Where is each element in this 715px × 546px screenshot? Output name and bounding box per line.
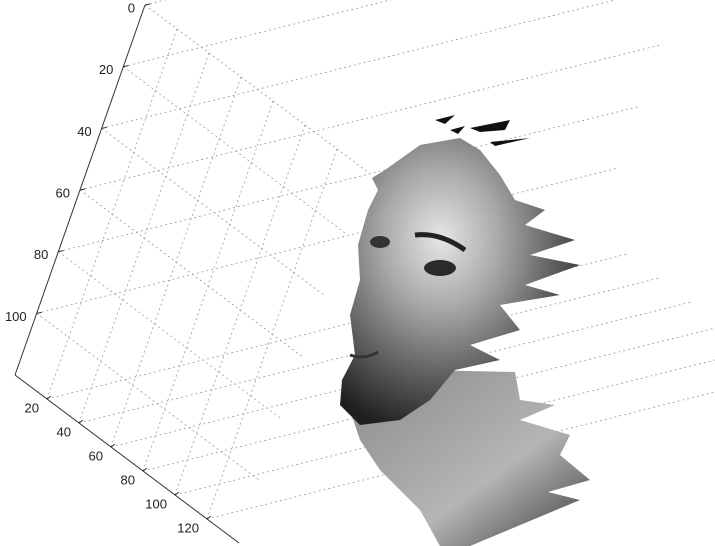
x-tick xyxy=(206,515,212,520)
brow xyxy=(414,232,467,253)
head xyxy=(340,138,580,425)
y-tick xyxy=(144,3,151,6)
neck xyxy=(350,370,590,546)
y-tick xyxy=(79,188,86,191)
grid-line xyxy=(58,105,640,253)
y-tick-label: 0 xyxy=(128,0,135,15)
grid xyxy=(36,0,715,520)
grid-line xyxy=(123,0,392,68)
eye xyxy=(424,260,456,276)
x-axis xyxy=(14,374,240,544)
grid-line xyxy=(79,44,662,191)
grid-line xyxy=(101,128,326,297)
y-tick xyxy=(123,65,129,68)
x-tick xyxy=(142,467,148,472)
x-tick xyxy=(110,443,116,448)
axes: 0 20 40 60 80 100 20 40 60 80 100 120 xyxy=(5,0,240,544)
grid-line xyxy=(123,66,348,235)
grid-line xyxy=(174,124,306,496)
y-tick-label: 20 xyxy=(99,62,113,77)
x-tick xyxy=(174,491,180,496)
grid-line xyxy=(142,100,274,472)
y-tick-label: 100 xyxy=(5,309,27,324)
grid-line xyxy=(36,313,261,482)
x-tick-label: 100 xyxy=(145,496,167,511)
grid-line xyxy=(101,0,617,129)
spikes xyxy=(435,115,530,146)
mouth xyxy=(349,350,379,359)
y-tick xyxy=(101,126,107,129)
y-tick xyxy=(36,311,42,314)
grid-line xyxy=(144,0,167,6)
x-tick-label: 80 xyxy=(121,472,135,487)
eye xyxy=(370,236,390,248)
y-tick-label: 40 xyxy=(77,124,91,139)
face-surface xyxy=(340,115,590,546)
x-tick-label: 40 xyxy=(57,424,71,439)
grid-line xyxy=(206,148,338,520)
y-tick-label: 80 xyxy=(34,247,48,262)
x-tick-label: 20 xyxy=(25,400,39,415)
grid-line xyxy=(78,52,210,424)
y-axis xyxy=(14,4,146,376)
x-tick xyxy=(46,395,52,400)
x-tick-label: 120 xyxy=(177,520,199,535)
y-tick xyxy=(58,250,64,253)
y-tick-label: 60 xyxy=(56,185,70,200)
grid-line xyxy=(110,76,242,448)
grid-line xyxy=(46,28,178,400)
x-tick xyxy=(78,419,84,424)
grid-line xyxy=(58,251,283,420)
grid-line xyxy=(144,4,370,174)
x-tick-label: 60 xyxy=(89,448,103,463)
grid-line xyxy=(79,189,305,359)
